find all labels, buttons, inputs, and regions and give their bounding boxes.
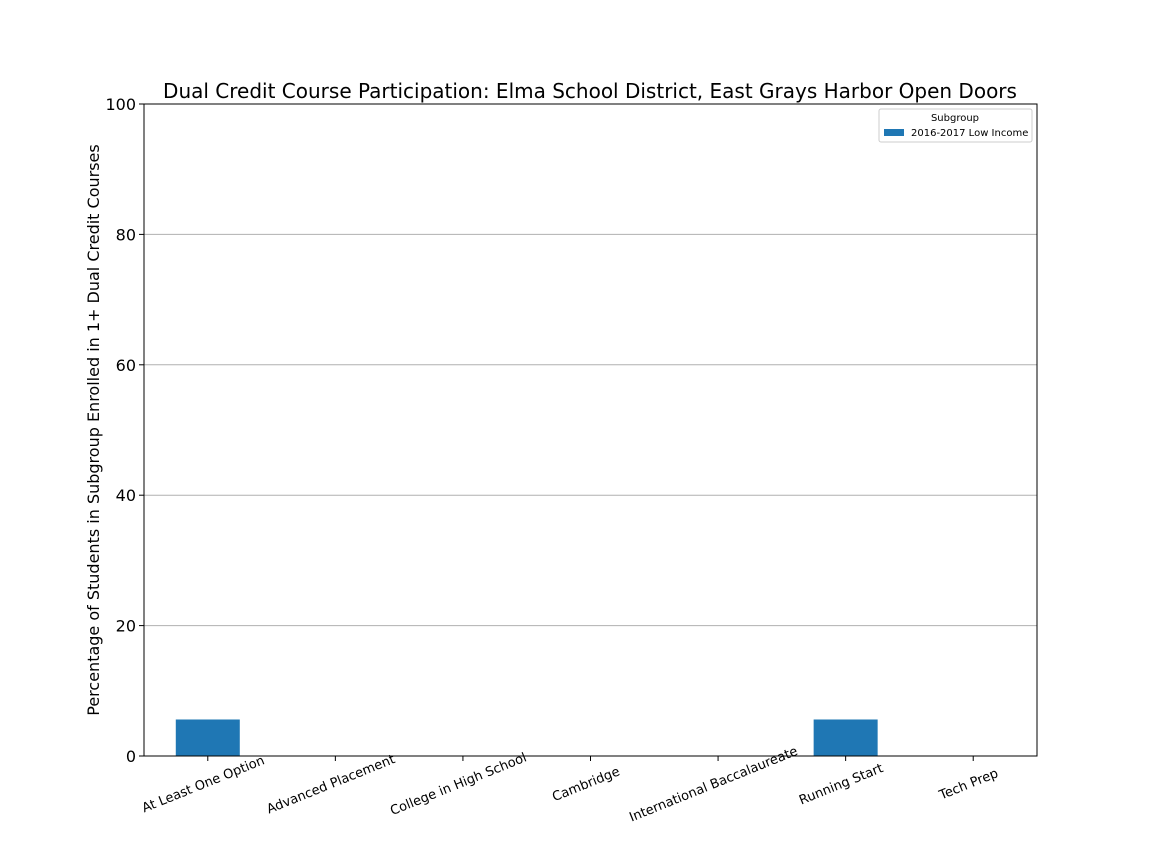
chart-title: Dual Credit Course Participation: Elma S… [163, 79, 1017, 103]
ytick-label-60: 60 [116, 356, 136, 375]
legend-box [878, 108, 1033, 143]
bar-0-5 [813, 719, 878, 756]
ytick-label-100: 100 [105, 95, 136, 114]
bars-layer [175, 719, 878, 756]
ytick-label-20: 20 [116, 617, 136, 636]
grid-layer [144, 233, 1037, 627]
y-axis: 0 20 40 60 80 100 [105, 95, 144, 766]
legend-swatch-low-income [884, 129, 904, 136]
y-axis-label: Percentage of Students in Subgroup Enrol… [84, 144, 103, 715]
bar-0-0 [175, 719, 240, 756]
ytick-label-80: 80 [116, 225, 136, 244]
ytick-label-40: 40 [116, 486, 136, 505]
ytick-label-0: 0 [126, 747, 136, 766]
legend-title: Subgroup [931, 113, 979, 124]
legend: Subgroup 2016-2017 Low Income [878, 108, 1033, 143]
legend-label-low-income: 2016-2017 Low Income [911, 128, 1028, 139]
